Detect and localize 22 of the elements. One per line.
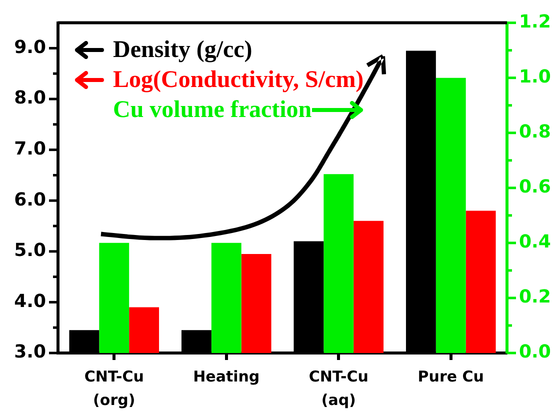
y-tick-label: 6.0 xyxy=(14,189,46,210)
y-tick-label: 7.0 xyxy=(14,138,46,160)
y2-tick-label: 0.8 xyxy=(519,122,551,143)
y2-tick-label: 1.2 xyxy=(519,11,551,32)
y-tick-label: 4.0 xyxy=(14,290,46,312)
x-tick-label: Pure Cu xyxy=(418,368,484,386)
bar xyxy=(99,242,130,353)
y-tick-label: 8.0 xyxy=(14,88,46,109)
x-tick-label: CNT-Cu (org) xyxy=(84,368,144,409)
y2-tick-label: 1.0 xyxy=(519,66,551,88)
text: Cu volume fraction xyxy=(113,96,312,125)
legend-label: Log(Conductivity, S/cm) xyxy=(113,66,364,95)
y-tick-label: 3.0 xyxy=(14,342,46,363)
y-tick-label: 5.0 xyxy=(14,240,46,262)
x-tick-label: CNT-Cu (aq) xyxy=(308,368,368,409)
y2-tick-label: 0.2 xyxy=(519,286,551,308)
x-tick-label: Heating xyxy=(193,368,260,386)
y-tick-label: 9.0 xyxy=(14,36,46,58)
legend-label: Density (g/cc) xyxy=(113,36,252,65)
y2-tick-label: 0.0 xyxy=(519,342,551,363)
y2-tick-label: 0.6 xyxy=(519,176,551,198)
y2-tick-label: 0.4 xyxy=(519,232,551,253)
